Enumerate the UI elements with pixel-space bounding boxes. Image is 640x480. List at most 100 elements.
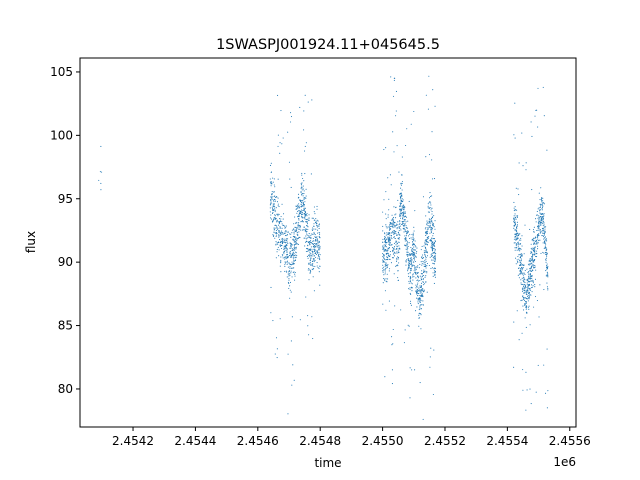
data-point [405,244,407,246]
data-point [514,249,516,251]
data-point [544,230,546,232]
data-point [303,229,305,231]
data-point [313,259,315,261]
data-point [403,204,405,206]
data-point [298,214,300,216]
data-point [522,283,524,286]
data-point [518,339,520,341]
data-point [299,319,301,321]
data-point [417,277,419,279]
data-point [540,213,542,215]
data-point [383,274,385,276]
data-point [310,264,312,266]
data-point [307,325,309,327]
data-point [303,205,305,207]
data-point [305,251,307,253]
data-point [317,251,319,253]
data-point [527,306,529,308]
data-point [522,165,524,167]
data-point [289,243,291,245]
data-point [319,234,321,236]
data-point [306,255,308,258]
data-point [434,220,436,222]
data-point [412,239,414,241]
data-point [406,128,408,130]
data-point [411,287,413,289]
data-point [397,256,399,258]
data-point [388,243,390,245]
data-point [275,241,277,243]
data-point [420,261,422,263]
data-point [284,231,286,233]
data-point [397,232,400,234]
data-point [304,207,306,209]
data-point [525,371,527,373]
data-point [277,234,280,236]
data-point [535,218,537,220]
data-point [537,238,539,240]
data-point [275,230,277,232]
data-point [519,265,521,267]
data-point [396,245,398,247]
data-point [282,257,284,259]
data-point [519,248,521,250]
data-point [395,244,397,246]
data-point [526,312,528,314]
data-point [296,238,298,240]
data-point [386,241,388,243]
data-point [424,246,426,248]
data-point [287,262,289,264]
data-point [530,275,532,277]
data-point [385,239,387,242]
data-point [539,232,541,234]
data-point [404,211,406,213]
data-point [410,260,412,262]
data-point [280,232,283,234]
data-point [400,210,402,212]
data-point [317,248,320,250]
data-point [312,258,314,260]
data-point [302,188,304,190]
data-point [524,286,526,288]
data-point [385,263,387,265]
data-point [529,258,531,260]
data-point [286,263,288,265]
data-point [515,236,517,238]
data-point [428,225,430,227]
data-point [295,208,297,210]
data-point [293,267,295,269]
data-point [303,193,305,195]
data-point [401,174,403,176]
data-point [279,152,281,154]
data-point [299,227,301,229]
data-point [428,211,430,213]
data-point [270,199,272,201]
data-point [304,215,306,217]
data-point [270,185,272,187]
data-point [547,390,549,392]
data-point [310,271,312,273]
data-point [382,271,384,273]
data-point [524,270,526,272]
data-point [543,238,545,240]
data-point [272,211,274,214]
data-point [270,214,272,216]
data-point [399,208,401,210]
data-point [316,252,319,254]
data-point [308,254,310,256]
data-point [547,272,549,274]
data-point [520,268,522,270]
data-point [541,207,544,209]
data-point [287,256,289,258]
data-point [287,271,289,273]
data-point [424,244,426,246]
data-point [309,261,311,264]
data-point [281,233,283,235]
data-point [427,236,429,239]
data-point [410,293,412,295]
data-point [308,334,310,336]
data-point [394,214,396,216]
data-point [395,217,397,219]
data-point [278,249,280,251]
data-point [304,216,306,218]
